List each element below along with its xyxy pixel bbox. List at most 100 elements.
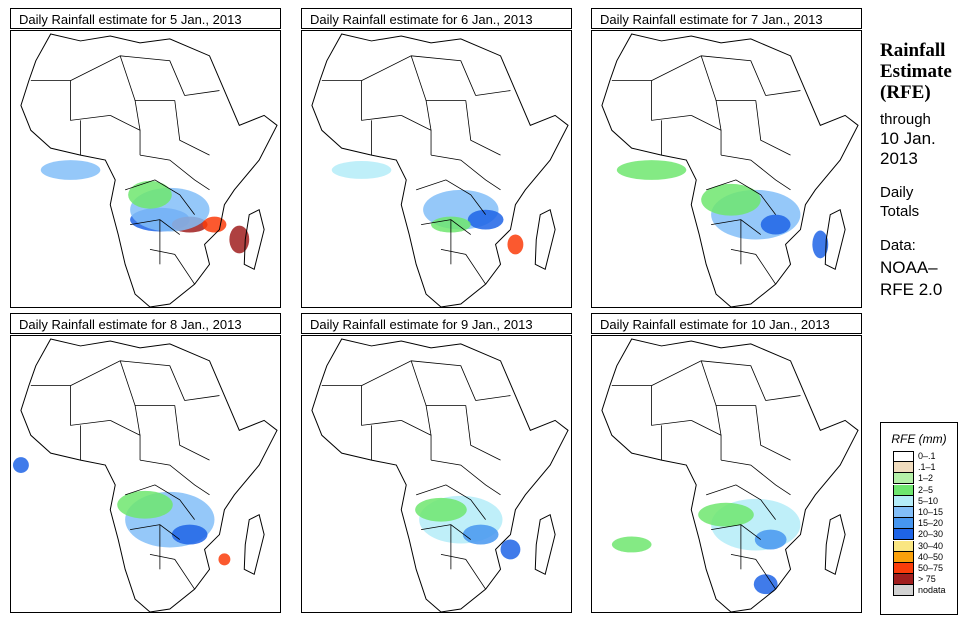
rainfall-map	[301, 30, 572, 308]
country-border	[440, 554, 486, 590]
country-border	[321, 80, 402, 121]
daily-line: Totals	[880, 203, 920, 220]
data-source-line: NOAA–	[880, 258, 938, 277]
rainfall-area	[12, 457, 29, 474]
legend-swatch	[893, 462, 914, 474]
country-border	[174, 405, 210, 461]
country-border	[149, 554, 195, 590]
country-border	[425, 100, 432, 131]
rainfall-area	[229, 225, 250, 254]
legend-item: 30–40	[881, 540, 957, 552]
africa-map	[601, 338, 859, 612]
country-border	[134, 100, 141, 131]
legend-label: nodata	[918, 585, 946, 596]
legend-item: 0–.1	[881, 451, 957, 462]
legend-title: RFE (mm)	[891, 432, 947, 446]
daily-totals-label: Daily Totals	[880, 183, 967, 221]
panel-title: Daily Rainfall estimate for 10 Jan., 201…	[591, 313, 862, 334]
legend-swatch	[893, 529, 914, 541]
country-border	[720, 154, 791, 191]
coastline	[311, 33, 569, 307]
legend-swatch	[893, 506, 914, 518]
country-border	[611, 385, 692, 426]
legend-item: .1–1	[881, 462, 957, 474]
country-border	[691, 420, 722, 461]
country-border	[651, 55, 767, 96]
rainfall-area	[128, 180, 172, 209]
panel-title: Daily Rainfall estimate for 8 Jan., 2013	[10, 313, 281, 334]
data-label: Data:	[880, 237, 916, 254]
through-date-line: 10 Jan.	[880, 129, 936, 148]
country-border	[430, 459, 501, 496]
country-border	[401, 420, 432, 461]
country-border	[700, 55, 756, 101]
legend-label: 50–75	[918, 562, 944, 573]
legend-item: nodata	[881, 585, 957, 597]
rainfall-area	[616, 160, 687, 180]
legend-item: 15–20	[881, 518, 957, 530]
rainfall-area	[415, 497, 467, 522]
country-border	[651, 360, 767, 401]
country-border	[125, 484, 195, 520]
legend-swatch	[893, 451, 914, 462]
legend-swatch	[893, 585, 914, 597]
legend-item: > 75	[881, 574, 957, 586]
title-line: Rainfall	[880, 40, 946, 61]
rainfall-area	[701, 183, 761, 216]
rainfall-area	[753, 574, 778, 595]
rainfall-area	[218, 553, 231, 566]
country-border	[119, 360, 175, 406]
rainfall-area	[507, 234, 524, 255]
country-border	[715, 100, 722, 131]
legend-label: > 75	[918, 574, 936, 585]
madagascar-outline	[534, 208, 556, 270]
data-source: Data: NOAA– RFE 2.0	[880, 235, 967, 301]
panel-title: Daily Rainfall estimate for 9 Jan., 2013	[301, 313, 572, 334]
coastline	[311, 338, 569, 612]
legend-label: 10–15	[918, 506, 944, 517]
rainfall-map	[591, 30, 862, 308]
country-border	[706, 484, 776, 520]
coastline	[20, 338, 278, 612]
country-border	[361, 55, 477, 96]
rainfall-area	[760, 214, 791, 235]
panel-title: Daily Rainfall estimate for 5 Jan., 2013	[10, 8, 281, 29]
country-border	[730, 554, 776, 590]
legend-label: 0–.1	[918, 451, 936, 461]
africa-map	[601, 33, 859, 307]
coastline	[601, 33, 859, 307]
main-title: Rainfall Estimate (RFE)	[880, 40, 967, 103]
country-border	[134, 405, 141, 436]
country-border	[416, 484, 486, 520]
country-border	[465, 100, 501, 156]
rainfall-map	[10, 30, 281, 308]
rainfall-area	[611, 536, 652, 553]
panel-title: Daily Rainfall estimate for 6 Jan., 2013	[301, 8, 572, 29]
legend-label: 2–5	[918, 484, 934, 495]
legend-swatch	[893, 495, 914, 507]
country-border	[70, 360, 186, 401]
legend-items: 0–.1.1–1 1–2 2–5 5–10 10–15 15–20 20–30 30–40 40…	[881, 451, 957, 597]
country-border	[475, 90, 511, 96]
legend-label: 20–30	[918, 529, 944, 540]
legend-swatch	[893, 473, 914, 485]
country-border	[416, 179, 486, 215]
legend-swatch	[893, 484, 914, 496]
country-border	[30, 385, 111, 426]
country-border	[715, 405, 722, 436]
rainfall-area	[467, 209, 504, 230]
through-date-line: 2013	[880, 149, 918, 168]
country-border	[119, 55, 175, 101]
madagascar-outline	[243, 513, 265, 575]
country-border	[765, 90, 801, 96]
rainfall-map	[591, 335, 862, 613]
country-border	[30, 80, 111, 121]
rainfall-area	[698, 502, 754, 527]
country-border	[70, 55, 186, 96]
legend-item: 5–10	[881, 495, 957, 507]
africa-map	[12, 338, 278, 612]
country-border	[125, 179, 195, 215]
africa-map	[20, 33, 278, 307]
legend-item: 50–75	[881, 562, 957, 574]
legend-swatch	[893, 551, 914, 563]
